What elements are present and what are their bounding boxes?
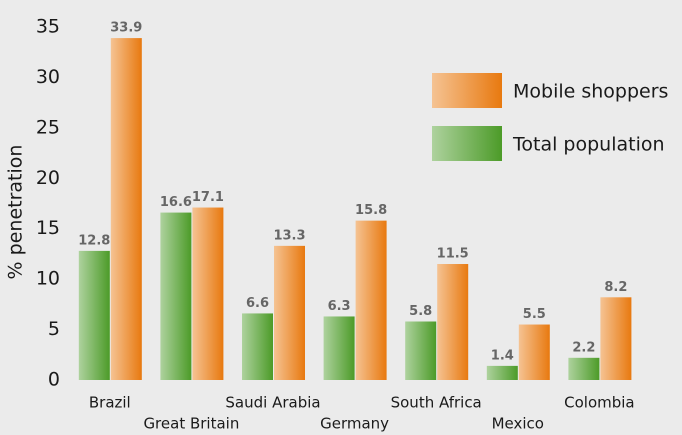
- x-tick-label: South Africa: [391, 394, 482, 412]
- value-label: 2.2: [572, 340, 595, 355]
- legend-label: Mobile shoppers: [513, 81, 668, 103]
- y-tick-label: 0: [48, 369, 60, 391]
- value-label: 13.3: [273, 228, 305, 243]
- value-label: 5.8: [409, 304, 432, 319]
- bar: [486, 365, 518, 380]
- bar: [78, 250, 110, 380]
- y-tick-label: 15: [36, 217, 60, 239]
- y-tick-label: 30: [36, 66, 60, 88]
- value-label: 11.5: [437, 247, 469, 262]
- x-tick-label: Saudi Arabia: [225, 394, 320, 412]
- y-axis-label: % penetration: [5, 145, 27, 280]
- x-tick-label: Mexico: [492, 415, 544, 433]
- value-label: 5.5: [523, 307, 546, 322]
- x-tick-label: Colombia: [564, 394, 635, 412]
- bar: [160, 212, 192, 380]
- value-label: 33.9: [110, 21, 142, 36]
- y-tick-label: 25: [36, 116, 60, 138]
- y-tick-label: 5: [48, 318, 60, 340]
- value-label: 15.8: [355, 203, 387, 218]
- bar: [405, 321, 437, 380]
- legend-swatch: [432, 126, 502, 161]
- legend-swatch: [432, 73, 502, 108]
- bar: [323, 316, 355, 380]
- bar: [355, 220, 387, 380]
- bar: [568, 357, 600, 380]
- value-label: 8.2: [604, 280, 627, 295]
- value-label: 16.6: [160, 195, 192, 210]
- bar: [110, 38, 142, 380]
- value-label: 1.4: [491, 348, 514, 363]
- value-label: 6.6: [246, 296, 269, 311]
- bar: [600, 297, 632, 380]
- legend-label: Total population: [512, 134, 665, 156]
- bar: [437, 264, 469, 380]
- bar: [518, 324, 550, 380]
- value-label: 6.3: [328, 299, 351, 314]
- bar: [242, 313, 273, 380]
- value-label: 17.1: [192, 190, 224, 205]
- y-tick-label: 20: [36, 167, 60, 189]
- bar: [274, 245, 305, 380]
- x-tick-label: Germany: [320, 415, 389, 433]
- x-tick-label: Brazil: [89, 394, 131, 412]
- value-label: 12.8: [78, 233, 110, 248]
- x-tick-label: Great Britain: [143, 415, 239, 433]
- bar: [192, 207, 224, 380]
- y-tick-label: 10: [36, 268, 60, 290]
- y-tick-label: 35: [36, 16, 60, 38]
